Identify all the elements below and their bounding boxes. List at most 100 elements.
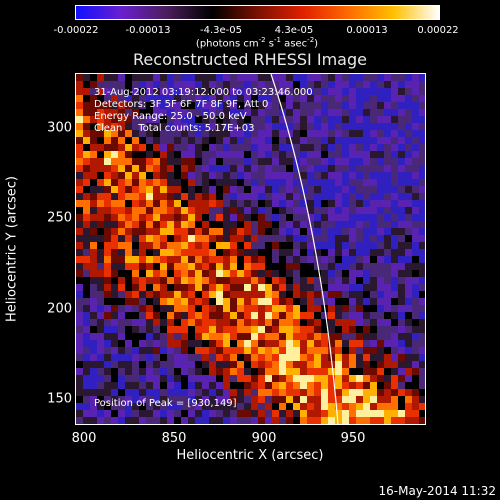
image-pixel bbox=[335, 410, 343, 418]
image-pixel bbox=[307, 410, 315, 418]
image-pixel bbox=[202, 417, 210, 424]
image-pixel bbox=[356, 396, 364, 404]
image-pixel bbox=[300, 375, 308, 383]
image-pixel bbox=[279, 74, 287, 82]
image-pixel bbox=[328, 375, 336, 383]
image-pixel bbox=[83, 256, 91, 264]
image-pixel bbox=[104, 256, 112, 264]
image-pixel bbox=[118, 130, 126, 138]
image-pixel bbox=[265, 200, 273, 208]
image-pixel bbox=[202, 361, 210, 369]
image-pixel bbox=[272, 312, 280, 320]
image-pixel bbox=[118, 354, 126, 362]
image-pixel bbox=[279, 102, 287, 110]
image-pixel bbox=[167, 102, 175, 110]
image-pixel bbox=[286, 368, 294, 376]
image-pixel bbox=[153, 403, 161, 411]
image-pixel bbox=[216, 291, 224, 299]
image-pixel bbox=[83, 375, 91, 383]
image-pixel bbox=[244, 151, 252, 159]
image-pixel bbox=[209, 123, 217, 131]
image-pixel bbox=[321, 256, 329, 264]
image-pixel bbox=[125, 298, 133, 306]
image-pixel bbox=[384, 116, 392, 124]
image-pixel bbox=[258, 214, 266, 222]
image-pixel bbox=[167, 242, 175, 250]
image-pixel bbox=[209, 284, 217, 292]
image-pixel bbox=[216, 158, 224, 166]
timestamp: 16-May-2014 11:32 bbox=[378, 484, 496, 498]
image-pixel bbox=[398, 270, 406, 278]
image-pixel bbox=[83, 382, 91, 390]
image-pixel bbox=[251, 417, 259, 424]
image-pixel bbox=[139, 270, 147, 278]
image-pixel bbox=[153, 242, 161, 250]
image-pixel bbox=[328, 305, 336, 313]
image-pixel bbox=[328, 214, 336, 222]
image-pixel bbox=[237, 291, 245, 299]
image-pixel bbox=[363, 410, 371, 418]
image-pixel bbox=[125, 144, 133, 152]
image-pixel bbox=[272, 354, 280, 362]
image-pixel bbox=[342, 88, 350, 96]
image-pixel bbox=[265, 333, 273, 341]
image-pixel bbox=[363, 382, 371, 390]
image-pixel bbox=[419, 102, 425, 110]
image-pixel bbox=[97, 410, 105, 418]
image-pixel bbox=[132, 263, 140, 271]
image-pixel bbox=[286, 375, 294, 383]
image-pixel bbox=[349, 228, 357, 236]
image-pixel bbox=[202, 95, 210, 103]
image-pixel bbox=[321, 109, 329, 117]
image-pixel bbox=[104, 221, 112, 229]
image-pixel bbox=[188, 312, 196, 320]
image-pixel bbox=[209, 200, 217, 208]
image-pixel bbox=[349, 291, 357, 299]
image-pixel bbox=[265, 116, 273, 124]
image-pixel bbox=[202, 389, 210, 397]
image-pixel bbox=[377, 361, 385, 369]
image-pixel bbox=[265, 382, 273, 390]
image-pixel bbox=[258, 326, 266, 334]
image-pixel bbox=[321, 151, 329, 159]
image-pixel bbox=[174, 158, 182, 166]
image-pixel bbox=[342, 186, 350, 194]
image-pixel bbox=[118, 298, 126, 306]
image-pixel bbox=[265, 312, 273, 320]
image-pixel bbox=[363, 284, 371, 292]
image-pixel bbox=[181, 333, 189, 341]
image-pixel bbox=[384, 368, 392, 376]
image-pixel bbox=[384, 242, 392, 250]
image-pixel bbox=[251, 207, 259, 215]
image-pixel bbox=[195, 361, 203, 369]
image-pixel bbox=[251, 277, 259, 285]
image-pixel bbox=[146, 403, 154, 411]
image-pixel bbox=[216, 326, 224, 334]
image-pixel bbox=[139, 165, 147, 173]
image-pixel bbox=[216, 130, 224, 138]
image-pixel bbox=[419, 319, 425, 327]
image-pixel bbox=[230, 333, 238, 341]
image-pixel bbox=[251, 172, 259, 180]
image-pixel bbox=[97, 284, 105, 292]
image-pixel bbox=[265, 144, 273, 152]
image-pixel bbox=[83, 74, 91, 82]
image-pixel bbox=[342, 389, 350, 397]
image-pixel bbox=[146, 319, 154, 327]
image-pixel bbox=[363, 144, 371, 152]
image-pixel bbox=[167, 221, 175, 229]
image-pixel bbox=[216, 193, 224, 201]
image-pixel bbox=[97, 172, 105, 180]
image-pixel bbox=[363, 291, 371, 299]
image-pixel bbox=[146, 102, 154, 110]
y-tick: 150 bbox=[47, 391, 72, 407]
image-pixel bbox=[76, 179, 84, 187]
image-pixel bbox=[328, 396, 336, 404]
image-pixel bbox=[202, 214, 210, 222]
image-pixel bbox=[405, 207, 413, 215]
image-pixel bbox=[258, 88, 266, 96]
image-pixel bbox=[216, 186, 224, 194]
image-pixel bbox=[286, 417, 294, 424]
image-pixel bbox=[153, 88, 161, 96]
image-pixel bbox=[174, 130, 182, 138]
